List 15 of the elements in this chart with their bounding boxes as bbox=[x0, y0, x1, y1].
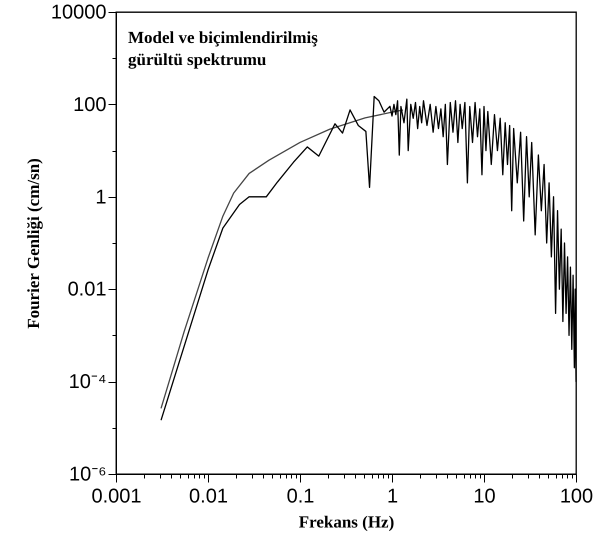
x-tick-label: 0.1 bbox=[286, 486, 314, 508]
y-axis-title: Fourier Genliği (cm/sn) bbox=[24, 158, 43, 329]
annotation: Model ve biçimlendirilmiş gürültü spektrumu bbox=[128, 28, 318, 69]
y-tick-label: 10⁻⁶ bbox=[69, 464, 106, 486]
y-tick-label: 10000 bbox=[50, 2, 106, 24]
x-tick-label: 1 bbox=[386, 486, 398, 508]
y-tick-label: 100 bbox=[73, 94, 106, 116]
x-tick-label: 0.01 bbox=[189, 486, 228, 508]
y-tick-label: 0.01 bbox=[68, 278, 106, 301]
x-tick-label: 100 bbox=[560, 486, 594, 508]
x-tick-label: 10 bbox=[473, 486, 496, 508]
y-tick-label: 1 bbox=[95, 186, 106, 208]
x-tick-label: 0.001 bbox=[91, 486, 142, 508]
x-axis-title: Frekans (Hz) bbox=[298, 512, 394, 532]
y-tick-label: 10⁻⁴ bbox=[68, 371, 106, 394]
